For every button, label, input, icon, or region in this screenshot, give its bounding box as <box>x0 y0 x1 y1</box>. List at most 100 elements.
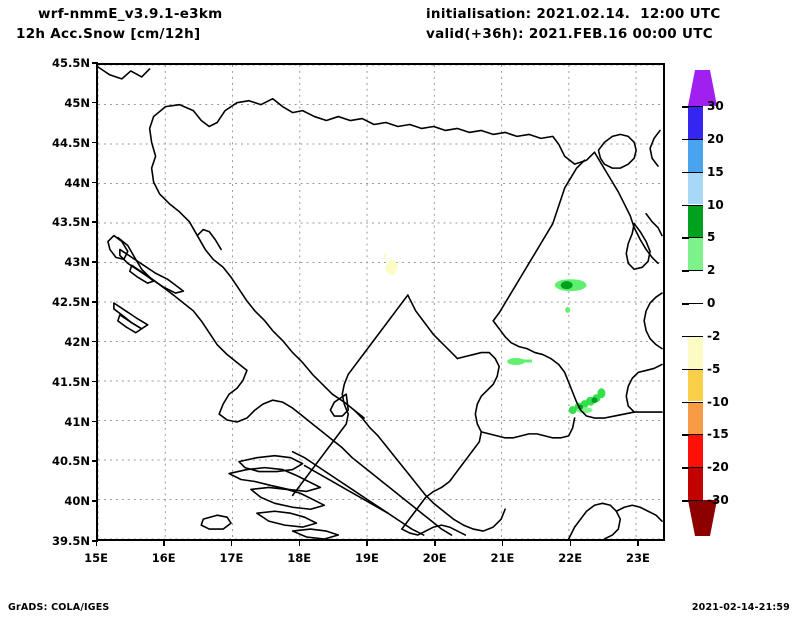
colorbar-separator <box>688 270 703 272</box>
longitude-tick-mark <box>95 540 97 546</box>
latitude-tick-label: 39.5N <box>52 534 90 548</box>
colorbar-tick-label: -2 <box>707 328 721 343</box>
patch-green-northeast <box>554 279 587 313</box>
longitude-tick-mark <box>298 540 301 546</box>
colorbar-band <box>688 368 703 402</box>
colorbar-tick-mark <box>682 106 689 108</box>
latitude-tick-label: 43N <box>64 255 90 270</box>
longitude-tick-label: 21E <box>490 551 515 565</box>
colorbar-tick-mark <box>682 401 689 403</box>
longitude-tick-label: 16E <box>151 551 176 565</box>
longitude-tick-label: 20E <box>422 551 447 565</box>
footer-timestamp: 2021-02-14-21:59 <box>691 602 790 613</box>
latitude-tick-mark <box>92 181 98 183</box>
header-field-name: 12h Acc.Snow [cm/12h] <box>16 26 201 42</box>
colorbar-legend: 30 20 15 10 5 2 0 -2 -5 -10 -15 -20 -30 <box>682 70 729 536</box>
latitude-tick-label: 40.5N <box>52 454 90 469</box>
latitude-tick-mark <box>92 261 98 263</box>
colorbar-band <box>688 106 703 139</box>
colorbar-band <box>688 171 703 205</box>
colorbar-separator <box>688 171 703 173</box>
latitude-tick-label: 44.5N <box>52 135 90 150</box>
colorbar-tick-mark <box>682 270 689 272</box>
colorbar-separator <box>688 368 703 370</box>
colorbar-tick-label: 30 <box>707 99 724 113</box>
colorbar-tick-label: -15 <box>707 427 729 442</box>
latitude-tick-mark <box>92 420 98 422</box>
latitude-tick-label: 41N <box>64 414 90 429</box>
colorbar-tick-mark <box>682 237 689 239</box>
colorbar-tick-label: -30 <box>707 493 729 507</box>
longitude-tick-mark <box>569 540 572 546</box>
header-model-name: wrf-nmmE_v3.9.1-e3km <box>38 6 223 22</box>
colorbar-band <box>688 138 703 172</box>
colorbar-band <box>688 434 703 468</box>
colorbar-separator <box>688 401 703 403</box>
colorbar-bottom-cap <box>688 500 717 536</box>
colorbar-tick-mark <box>682 303 689 305</box>
longitude-tick-label: 19E <box>355 551 379 565</box>
latitude-tick-mark <box>92 101 98 104</box>
longitude-tick-mark <box>637 540 639 546</box>
map-plot-area <box>96 63 665 541</box>
colorbar-tick-label: 15 <box>707 164 724 179</box>
colorbar-separator <box>688 335 703 337</box>
colorbar-tick-mark <box>682 434 689 436</box>
colorbar-separator <box>688 467 703 469</box>
colorbar-band <box>688 270 703 303</box>
colorbar-separator <box>688 237 703 239</box>
colorbar-separator <box>688 500 703 501</box>
latitude-tick-mark <box>92 221 98 223</box>
colorbar-tick-label: -5 <box>707 361 721 376</box>
colorbar-separator <box>688 434 703 436</box>
colorbar-band <box>688 237 703 271</box>
colorbar-tick-label: -10 <box>707 394 729 409</box>
latitude-tick-mark <box>92 380 98 383</box>
latitude-tick-label: 45.5N <box>52 56 90 70</box>
latitude-tick-label: 44N <box>64 175 90 190</box>
longitude-tick-mark <box>501 540 504 546</box>
longitude-tick-mark <box>434 540 436 546</box>
colorbar-tick-label: 10 <box>707 197 724 212</box>
map-gridlines <box>98 65 663 539</box>
colorbar-separator <box>688 303 703 304</box>
colorbar-band <box>688 204 703 238</box>
colorbar-band <box>688 467 703 500</box>
longitude-tick-label: 17E <box>219 551 244 565</box>
colorbar-tick-mark <box>682 368 689 371</box>
longitude-tick-mark <box>366 540 368 546</box>
header-initialisation-time: initialisation: 2021.02.14. 12:00 UTC <box>426 6 721 22</box>
colorbar-separator <box>688 204 703 206</box>
latitude-tick-label: 42N <box>64 334 90 349</box>
colorbar-tick-mark <box>682 204 689 206</box>
longitude-tick-label: 15E <box>84 551 108 565</box>
colorbar-tick-mark <box>682 138 689 141</box>
colorbar-tick-mark <box>682 500 689 502</box>
colorbar-band <box>688 303 703 336</box>
colorbar-tick-label: 0 <box>707 296 716 310</box>
longitude-tick-label: 22E <box>558 551 583 565</box>
colorbar-tick-label: 20 <box>707 131 724 146</box>
colorbar-tick-label: -20 <box>707 460 729 475</box>
latitude-tick-label: 45N <box>64 95 90 110</box>
colorbar-tick-mark <box>682 467 689 469</box>
footer-grads-credit: GrADS: COLA/IGES <box>8 602 110 613</box>
latitude-tick-mark <box>92 340 98 343</box>
latitude-tick-label: 43.5N <box>52 215 90 230</box>
latitude-tick-mark <box>92 540 98 542</box>
patch-yellow-west <box>383 253 398 276</box>
longitude-tick-mark <box>163 540 165 546</box>
latitude-tick-label: 41.5N <box>52 374 90 389</box>
patch-green-central <box>507 358 532 365</box>
colorbar-tick-mark <box>682 171 689 174</box>
latitude-tick-mark <box>92 460 98 462</box>
longitude-tick-label: 18E <box>287 551 312 565</box>
latitude-tick-mark <box>92 500 98 502</box>
colorbar-band <box>688 335 703 369</box>
longitude-axis-labels: 15E 16E 17E 18E 19E 20E 21E 22E 23E <box>84 540 665 565</box>
latitude-tick-mark <box>92 62 98 64</box>
colorbar-separator <box>688 106 703 107</box>
colorbar-band <box>688 401 703 435</box>
colorbar-tick-label: 2 <box>707 263 716 278</box>
